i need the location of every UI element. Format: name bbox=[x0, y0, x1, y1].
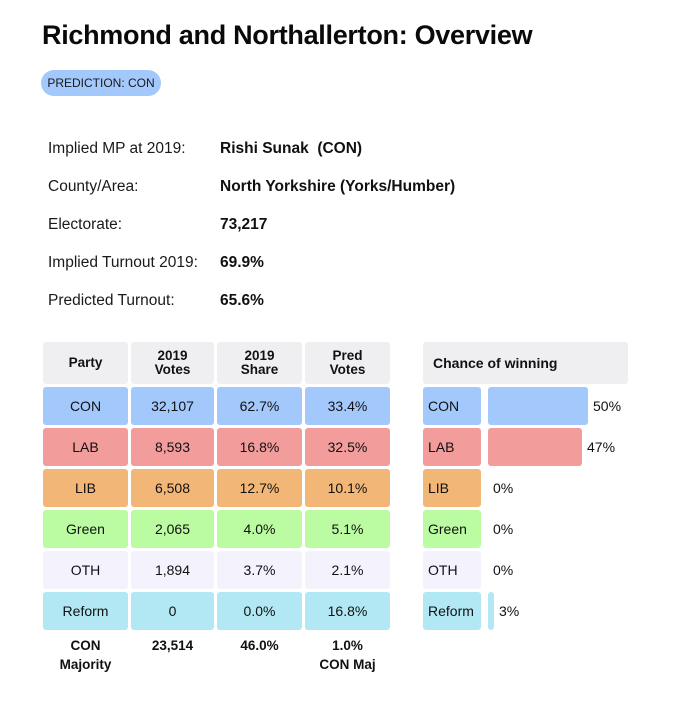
chance-percent: 0% bbox=[493, 521, 514, 537]
info-row-predicted-turnout: Predicted Turnout: 65.6% bbox=[48, 282, 455, 320]
chance-body: CON 50% LAB 47% LIB 0% Green 0% OTH 0% Reform 3% bbox=[423, 387, 628, 630]
table-header-row: Party 2019 Votes 2019 Share Pred Votes bbox=[43, 342, 390, 384]
chance-party-label: OTH bbox=[423, 551, 481, 589]
chance-percent: 3% bbox=[499, 603, 520, 619]
votes-2019-cell: 32,107 bbox=[131, 387, 214, 425]
chance-bar-area: 47% bbox=[488, 428, 615, 466]
chance-bar-area: 0% bbox=[488, 469, 513, 507]
votes-2019-cell: 2,065 bbox=[131, 510, 214, 548]
chance-bar bbox=[488, 592, 494, 630]
chance-bar bbox=[488, 387, 588, 425]
info-row-mp: Implied MP at 2019: Rishi Sunak (CON) bbox=[48, 130, 455, 168]
table-row: Green 2,065 4.0% 5.1% bbox=[43, 510, 390, 548]
pred-votes-cell: 2.1% bbox=[305, 551, 390, 589]
share-2019-cell: 16.8% bbox=[217, 428, 302, 466]
chance-party-label: CON bbox=[423, 387, 481, 425]
party-cell: OTH bbox=[43, 551, 128, 589]
pred-votes-cell: 5.1% bbox=[305, 510, 390, 548]
pred-votes-cell: 10.1% bbox=[305, 469, 390, 507]
share-2019-cell: 12.7% bbox=[217, 469, 302, 507]
share-2019-cell: 3.7% bbox=[217, 551, 302, 589]
info-row-electorate: Electorate: 73,217 bbox=[48, 206, 455, 244]
table-body: CON 32,107 62.7% 33.4% LAB 8,593 16.8% 32.5% LIB… bbox=[43, 387, 390, 630]
chance-row: LIB 0% bbox=[423, 469, 628, 507]
table-row: LIB 6,508 12.7% 10.1% bbox=[43, 469, 390, 507]
chance-row: LAB 47% bbox=[423, 428, 628, 466]
share-2019-cell: 0.0% bbox=[217, 592, 302, 630]
majority-share: 46.0% bbox=[240, 638, 279, 653]
info-value: 65.6% bbox=[220, 292, 264, 309]
party-cell: Reform bbox=[43, 592, 128, 630]
table-footer-row: CON Majority 23,514 46.0% 1.0% CON Maj bbox=[43, 636, 390, 674]
table-row: LAB 8,593 16.8% 32.5% bbox=[43, 428, 390, 466]
chance-party-label: Reform bbox=[423, 592, 481, 630]
pred-votes-cell: 33.4% bbox=[305, 387, 390, 425]
chance-row: CON 50% bbox=[423, 387, 628, 425]
chance-row: OTH 0% bbox=[423, 551, 628, 589]
chance-bar-area: 50% bbox=[488, 387, 621, 425]
prediction-badge: PREDICTION: CON bbox=[41, 70, 161, 96]
results-table: Party 2019 Votes 2019 Share Pred Votes C… bbox=[43, 342, 390, 674]
chance-percent: 50% bbox=[593, 398, 622, 414]
votes-2019-cell: 8,593 bbox=[131, 428, 214, 466]
party-cell: Green bbox=[43, 510, 128, 548]
party-cell: CON bbox=[43, 387, 128, 425]
majority-votes: 23,514 bbox=[151, 638, 194, 653]
pred-votes-cell: 32.5% bbox=[305, 428, 390, 466]
share-2019-cell: 62.7% bbox=[217, 387, 302, 425]
info-label: County/Area: bbox=[48, 178, 139, 195]
chance-percent: 0% bbox=[493, 480, 514, 496]
share-2019-cell: 4.0% bbox=[217, 510, 302, 548]
info-value: 73,217 bbox=[220, 216, 268, 233]
party-cell: LIB bbox=[43, 469, 128, 507]
chance-percent: 0% bbox=[493, 562, 514, 578]
info-value: North Yorkshire (Yorks/Humber) bbox=[220, 178, 456, 195]
info-row-county: County/Area: North Yorkshire (Yorks/Humb… bbox=[48, 168, 455, 206]
chance-row: Green 0% bbox=[423, 510, 628, 548]
table-row: OTH 1,894 3.7% 2.1% bbox=[43, 551, 390, 589]
info-value: Rishi Sunak (CON) bbox=[220, 140, 363, 157]
column-header-pred-votes: Pred Votes bbox=[305, 342, 390, 384]
chance-party-label: LAB bbox=[423, 428, 481, 466]
votes-2019-cell: 6,508 bbox=[131, 469, 214, 507]
page-title: Richmond and Northallerton: Overview bbox=[42, 20, 533, 50]
pred-votes-cell: 16.8% bbox=[305, 592, 390, 630]
table-row: CON 32,107 62.7% 33.4% bbox=[43, 387, 390, 425]
column-header-2019-votes: 2019 Votes bbox=[131, 342, 214, 384]
chance-bar-area: 3% bbox=[488, 592, 519, 630]
constituency-info: Implied MP at 2019: Rishi Sunak (CON) Co… bbox=[48, 130, 455, 320]
chance-party-label: LIB bbox=[423, 469, 481, 507]
votes-2019-cell: 0 bbox=[131, 592, 214, 630]
info-label: Implied MP at 2019: bbox=[48, 140, 186, 157]
chance-header: Chance of winning bbox=[423, 342, 628, 384]
chance-of-winning-panel: Chance of winning CON 50% LAB 47% LIB 0% Green… bbox=[423, 342, 628, 633]
chance-party-label: Green bbox=[423, 510, 481, 548]
chance-percent: 47% bbox=[587, 439, 616, 455]
chance-bar-area: 0% bbox=[488, 510, 513, 548]
table-row: Reform 0 0.0% 16.8% bbox=[43, 592, 390, 630]
chance-row: Reform 3% bbox=[423, 592, 628, 630]
party-cell: LAB bbox=[43, 428, 128, 466]
chance-bar-area: 0% bbox=[488, 551, 513, 589]
column-header-2019-share: 2019 Share bbox=[217, 342, 302, 384]
info-row-turnout-2019: Implied Turnout 2019: 69.9% bbox=[48, 244, 455, 282]
predicted-majority: 1.0% CON Maj bbox=[319, 638, 376, 672]
info-label: Electorate: bbox=[48, 216, 123, 233]
info-label: Implied Turnout 2019: bbox=[48, 254, 198, 271]
chance-bar bbox=[488, 428, 582, 466]
info-label: Predicted Turnout: bbox=[48, 292, 175, 309]
votes-2019-cell: 1,894 bbox=[131, 551, 214, 589]
column-header-party: Party bbox=[43, 342, 128, 384]
majority-label: CON Majority bbox=[59, 638, 112, 672]
info-value: 69.9% bbox=[220, 254, 264, 271]
